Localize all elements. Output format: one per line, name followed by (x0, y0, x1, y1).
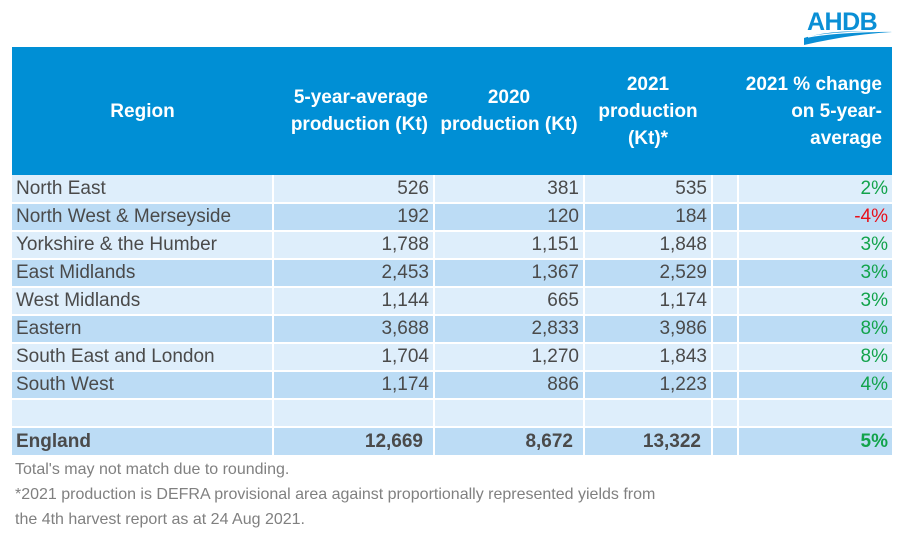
cell-pct-change: 3% (737, 286, 892, 315)
footnotes: Total's may not match due to rounding. *… (15, 457, 655, 532)
cell-region: South East and London (12, 342, 273, 371)
wave-icon (804, 30, 892, 45)
cell-5yr-average: 12,669 (272, 426, 434, 455)
cell-2020-production: 8,672 (433, 426, 584, 455)
cell-spacer (711, 342, 738, 371)
table-row: East Midlands 2,453 1,367 2,529 3% (12, 258, 892, 287)
table-row: Yorkshire & the Humber 1,788 1,151 1,848 3% (12, 230, 892, 259)
cell-spacer (711, 230, 738, 259)
header-pct-change: 2021 % change on 5-year-average (738, 47, 892, 175)
cell-5yr-average (272, 398, 434, 427)
cell-2020-production: 1,270 (433, 342, 584, 371)
cell-2020-production: 1,151 (433, 230, 584, 259)
cell-5yr-average: 526 (272, 175, 434, 203)
table-row: North West & Merseyside 192 120 184 -4% (12, 202, 892, 231)
cell-2021-production: 13,322 (583, 426, 712, 455)
table-row-total: England 12,669 8,672 13,322 5% (12, 426, 892, 455)
cell-5yr-average: 192 (272, 202, 434, 231)
header-5yr-average: 5-year-average production (Kt) (273, 47, 434, 175)
cell-5yr-average: 1,144 (272, 286, 434, 315)
cell-region: England (12, 426, 273, 455)
cell-2021-production: 1,843 (583, 342, 712, 371)
cell-pct-change: 8% (737, 342, 892, 371)
cell-spacer (711, 370, 738, 399)
ahdb-logo: AHDB (804, 6, 894, 46)
header-region: Region (12, 47, 273, 175)
cell-2021-production: 535 (583, 175, 712, 203)
table-header-row: Region 5-year-average production (Kt) 20… (12, 47, 892, 175)
cell-spacer (711, 398, 738, 427)
cell-region: South West (12, 370, 273, 399)
cell-region: West Midlands (12, 286, 273, 315)
cell-region: Yorkshire & the Humber (12, 230, 273, 259)
cell-2021-production: 2,529 (583, 258, 712, 287)
cell-pct-change: 8% (737, 314, 892, 343)
table-row: South East and London 1,704 1,270 1,843 8% (12, 342, 892, 371)
cell-2021-production: 3,986 (583, 314, 712, 343)
cell-pct-change: 3% (737, 230, 892, 259)
cell-pct-change: -4% (737, 202, 892, 231)
cell-2020-production: 1,367 (433, 258, 584, 287)
cell-2020-production: 665 (433, 286, 584, 315)
cell-5yr-average: 1,704 (272, 342, 434, 371)
table-row: North East 526 381 535 2% (12, 175, 892, 203)
table-row (12, 398, 892, 427)
cell-2020-production: 120 (433, 202, 584, 231)
header-2020-production: 2020 production (Kt) (434, 47, 584, 175)
cell-pct-change (737, 398, 892, 427)
cell-region: North West & Merseyside (12, 202, 273, 231)
cell-spacer (711, 258, 738, 287)
cell-2021-production: 1,848 (583, 230, 712, 259)
table-row: West Midlands 1,144 665 1,174 3% (12, 286, 892, 315)
footnote-defra-line1: *2021 production is DEFRA provisional ar… (15, 486, 656, 503)
footnote-rounding: Total's may not match due to rounding. (15, 461, 290, 478)
cell-5yr-average: 2,453 (272, 258, 434, 287)
cell-2020-production: 886 (433, 370, 584, 399)
cell-2021-production: 184 (583, 202, 712, 231)
header-2021-production: 2021 production (Kt)* (584, 47, 712, 175)
cell-region: Eastern (12, 314, 273, 343)
footnote-defra-line2: the 4th harvest report as at 24 Aug 2021… (15, 511, 305, 528)
cell-2020-production: 381 (433, 175, 584, 203)
cell-region: North East (12, 175, 273, 203)
cell-spacer (711, 314, 738, 343)
cell-5yr-average: 3,688 (272, 314, 434, 343)
cell-2020-production: 2,833 (433, 314, 584, 343)
header-spacer (712, 47, 738, 175)
cell-2021-production: 1,223 (583, 370, 712, 399)
cell-pct-change: 2% (737, 175, 892, 203)
cell-pct-change: 5% (737, 426, 892, 455)
cell-region (12, 398, 273, 427)
cell-2020-production (433, 398, 584, 427)
cell-spacer (711, 426, 738, 455)
cell-region: East Midlands (12, 258, 273, 287)
production-table: Region 5-year-average production (Kt) 20… (12, 47, 892, 455)
cell-2021-production (583, 398, 712, 427)
cell-2021-production: 1,174 (583, 286, 712, 315)
cell-spacer (711, 286, 738, 315)
cell-spacer (711, 202, 738, 231)
table-row: South West 1,174 886 1,223 4% (12, 370, 892, 399)
cell-5yr-average: 1,174 (272, 370, 434, 399)
cell-spacer (711, 175, 738, 203)
cell-5yr-average: 1,788 (272, 230, 434, 259)
cell-pct-change: 4% (737, 370, 892, 399)
table-row: Eastern 3,688 2,833 3,986 8% (12, 314, 892, 343)
cell-pct-change: 3% (737, 258, 892, 287)
